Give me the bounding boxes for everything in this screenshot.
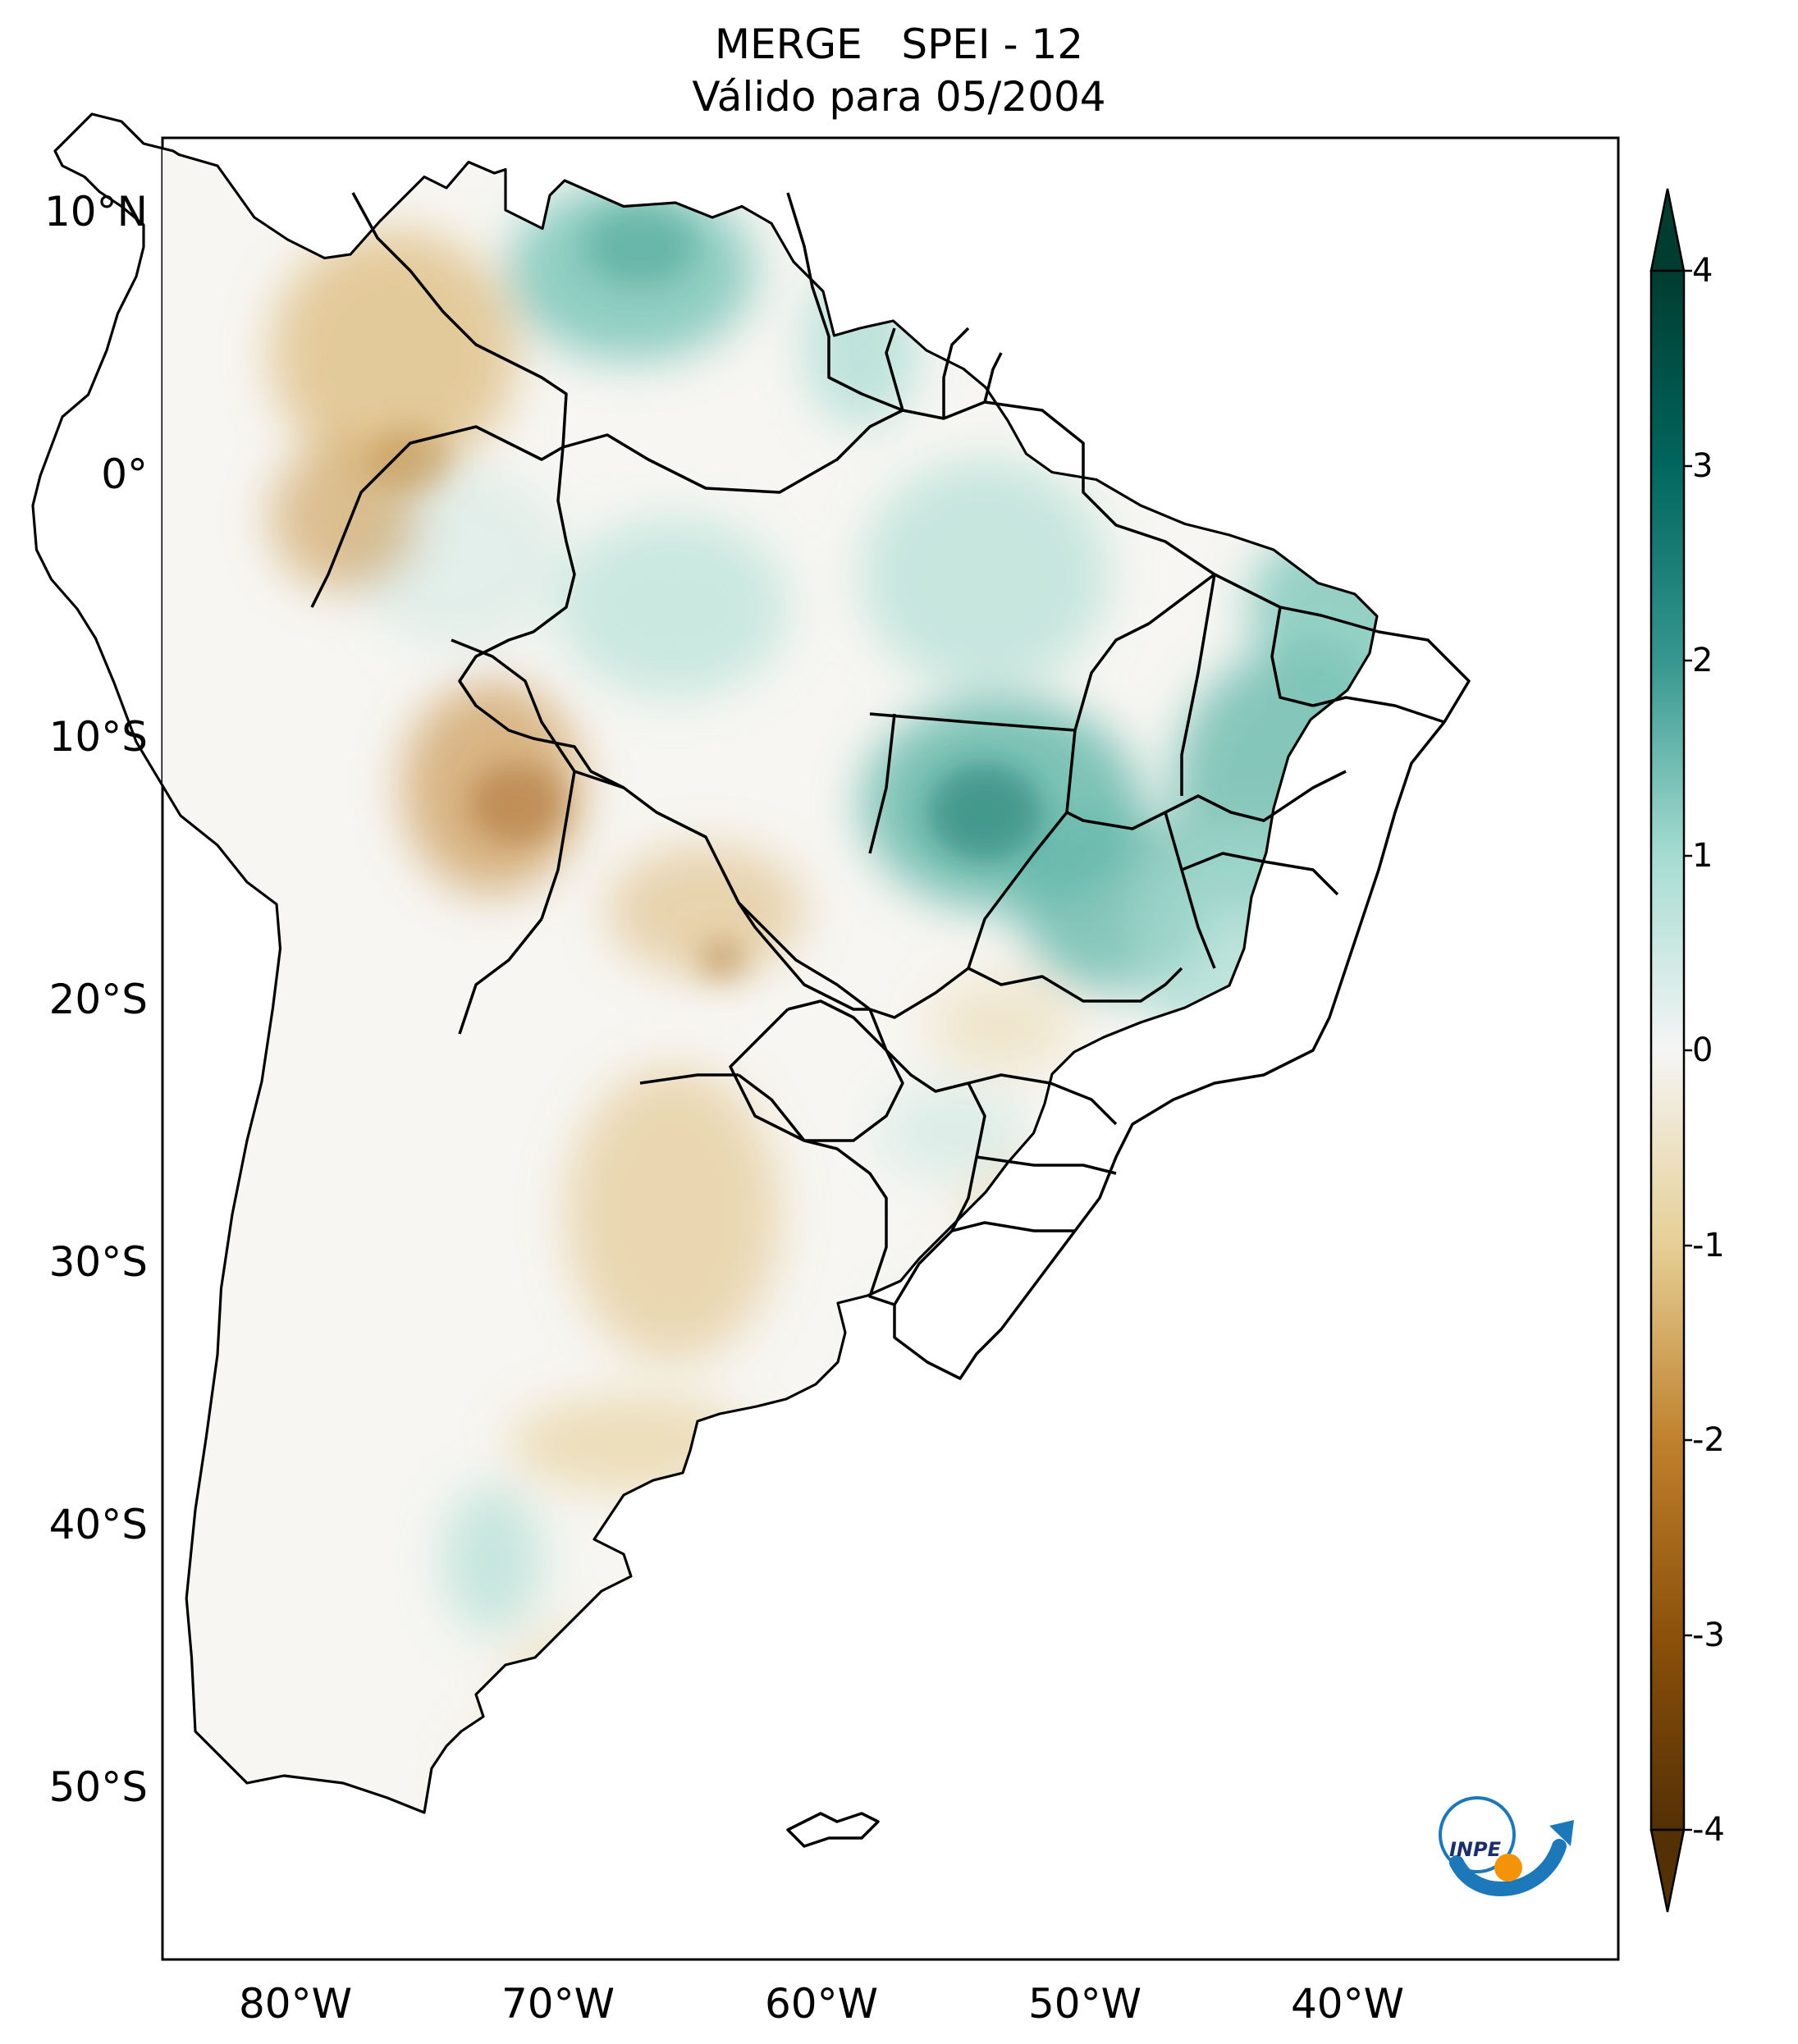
colorbar-tick-minus2: -2 [1692, 1421, 1725, 1459]
colorbar-extend-min [1649, 1828, 1686, 1913]
colorbar-tick-3: 3 [1692, 447, 1713, 485]
state-borders [868, 573, 1445, 1232]
lat-label-40s: 40°S [48, 1501, 148, 1548]
colorbar-tick-4: 4 [1692, 252, 1713, 290]
lon-label-50w: 50°W [1027, 1980, 1142, 2028]
colorbar-tick-minus3: -3 [1692, 1616, 1725, 1654]
border-brazil [458, 400, 1471, 1380]
lat-label-10n: 10°N [43, 188, 148, 235]
falklands [786, 1812, 880, 1848]
border-guianas [786, 192, 1003, 418]
colorbar-tick-0: 0 [1692, 1031, 1713, 1069]
colorbar-tick-minus4: -4 [1692, 1811, 1725, 1849]
chart-title-line2: Válido para 05/2004 [692, 73, 1106, 121]
lon-label-40w: 40°W [1290, 1980, 1405, 2028]
lat-label-10s: 10°S [48, 713, 148, 761]
colorbar-gradient [1649, 269, 1686, 1831]
lat-label-50s: 50°S [48, 1763, 148, 1811]
coastline-continent [31, 112, 1379, 1814]
lat-label-20s: 20°S [48, 976, 148, 1023]
inpe-logo: INPE [1439, 1796, 1574, 1896]
lat-label-30s: 30°S [48, 1238, 148, 1286]
lon-label-70w: 70°W [501, 1980, 615, 2028]
border-andean [310, 192, 904, 1306]
lon-label-80w: 80°W [238, 1980, 353, 2028]
colorbar-extend-max [1649, 188, 1686, 272]
lon-label-60w: 60°W [764, 1980, 879, 2028]
colorbar [1649, 188, 1692, 1913]
lat-label-0: 0° [101, 450, 148, 498]
coastlines-and-borders [31, 112, 1471, 1848]
chart-title-line1: MERGE SPEI - 12 [714, 21, 1084, 68]
colorbar-tick-1: 1 [1692, 837, 1713, 875]
colorbar-tick-minus1: -1 [1692, 1227, 1725, 1264]
colorbar-tick-2: 2 [1692, 642, 1713, 679]
inpe-logo-text: INPE [1449, 1838, 1502, 1861]
